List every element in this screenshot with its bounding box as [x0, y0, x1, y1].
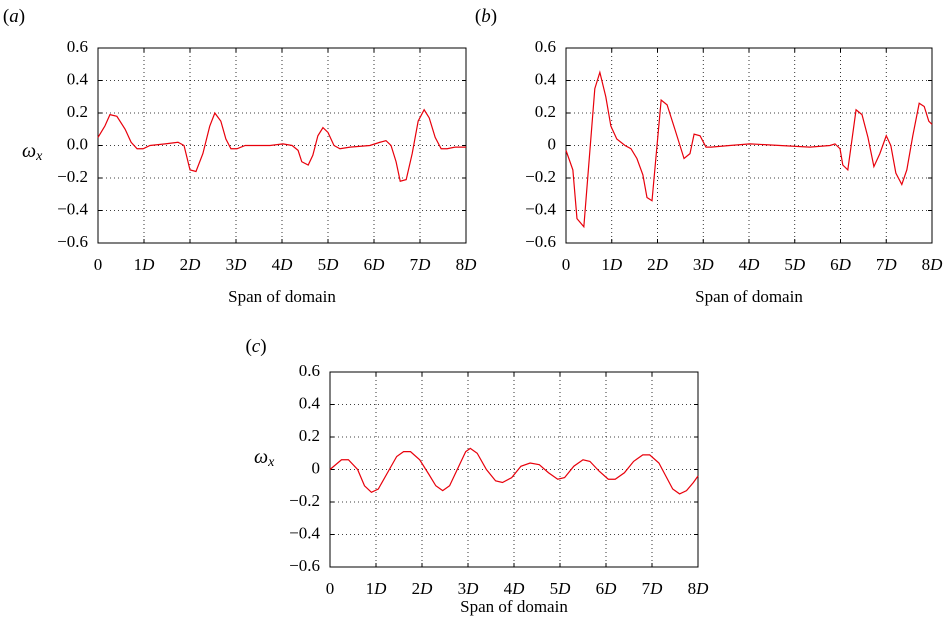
y-tick-label: 0 [312, 458, 321, 477]
x-tick-label: 6D [596, 579, 618, 598]
y-tick-label: 0.6 [535, 37, 556, 56]
y-tick-label: 0 [548, 134, 557, 153]
x-tick-label: 3D [458, 579, 480, 598]
x-tick-label: 7D [876, 255, 898, 274]
x-tick-label: 5D [550, 579, 572, 598]
data-line [329, 447, 699, 495]
x-axis-label: Span of domain [228, 287, 336, 306]
x-tick-label: 0 [562, 255, 571, 274]
x-tick-label: 1D [134, 255, 156, 274]
panel-label: (a) [3, 6, 25, 27]
data-line [565, 70, 933, 229]
x-axis-label: Span of domain [460, 597, 568, 616]
y-tick-label: 0.2 [535, 102, 556, 121]
y-tick-label: 0.6 [299, 361, 320, 380]
y-tick-label: 0.4 [535, 69, 557, 88]
x-tick-label: 3D [226, 255, 248, 274]
x-tick-label: 1D [601, 255, 623, 274]
x-tick-label: 4D [504, 579, 526, 598]
y-tick-label: −0.6 [289, 556, 320, 575]
x-tick-label: 8D [456, 255, 478, 274]
x-tick-label: 3D [693, 255, 715, 274]
panel-label: (b) [475, 6, 497, 27]
x-tick-label: 0 [326, 579, 335, 598]
x-axis-label: Span of domain [695, 287, 803, 306]
x-tick-label: 1D [366, 579, 388, 598]
y-tick-label: 0.2 [299, 426, 320, 445]
y-axis-label: ωx [254, 446, 275, 471]
y-tick-label: −0.6 [525, 232, 556, 251]
y-tick-label: −0.2 [57, 167, 88, 186]
x-tick-label: 4D [272, 255, 294, 274]
y-axis-label: ωx [22, 140, 43, 165]
x-tick-label: 5D [318, 255, 340, 274]
x-tick-label: 2D [647, 255, 669, 274]
y-tick-label: −0.6 [57, 232, 88, 251]
y-tick-label: 0.0 [67, 134, 88, 153]
x-tick-label: 2D [412, 579, 434, 598]
y-tick-label: −0.4 [525, 199, 556, 218]
y-tick-label: −0.2 [289, 491, 320, 510]
y-tick-label: 0.4 [299, 393, 321, 412]
x-tick-label: 7D [410, 255, 432, 274]
x-tick-label: 2D [180, 255, 202, 274]
x-tick-label: 7D [642, 579, 664, 598]
y-tick-label: 0.4 [67, 69, 89, 88]
x-tick-label: 6D [830, 255, 852, 274]
x-tick-label: 8D [688, 579, 710, 598]
x-tick-label: 6D [364, 255, 386, 274]
data-line [97, 108, 466, 182]
x-tick-label: 0 [94, 255, 103, 274]
x-tick-label: 4D [739, 255, 761, 274]
y-tick-label: −0.4 [289, 523, 320, 542]
x-tick-label: 8D [922, 255, 944, 274]
panel-label: (c) [245, 336, 266, 357]
plot-frame [97, 47, 467, 244]
y-tick-label: −0.2 [525, 167, 556, 186]
y-tick-label: −0.4 [57, 199, 88, 218]
x-tick-label: 5D [784, 255, 806, 274]
plot-frame [565, 47, 933, 244]
y-tick-label: 0.2 [67, 102, 88, 121]
y-tick-label: 0.6 [67, 37, 88, 56]
